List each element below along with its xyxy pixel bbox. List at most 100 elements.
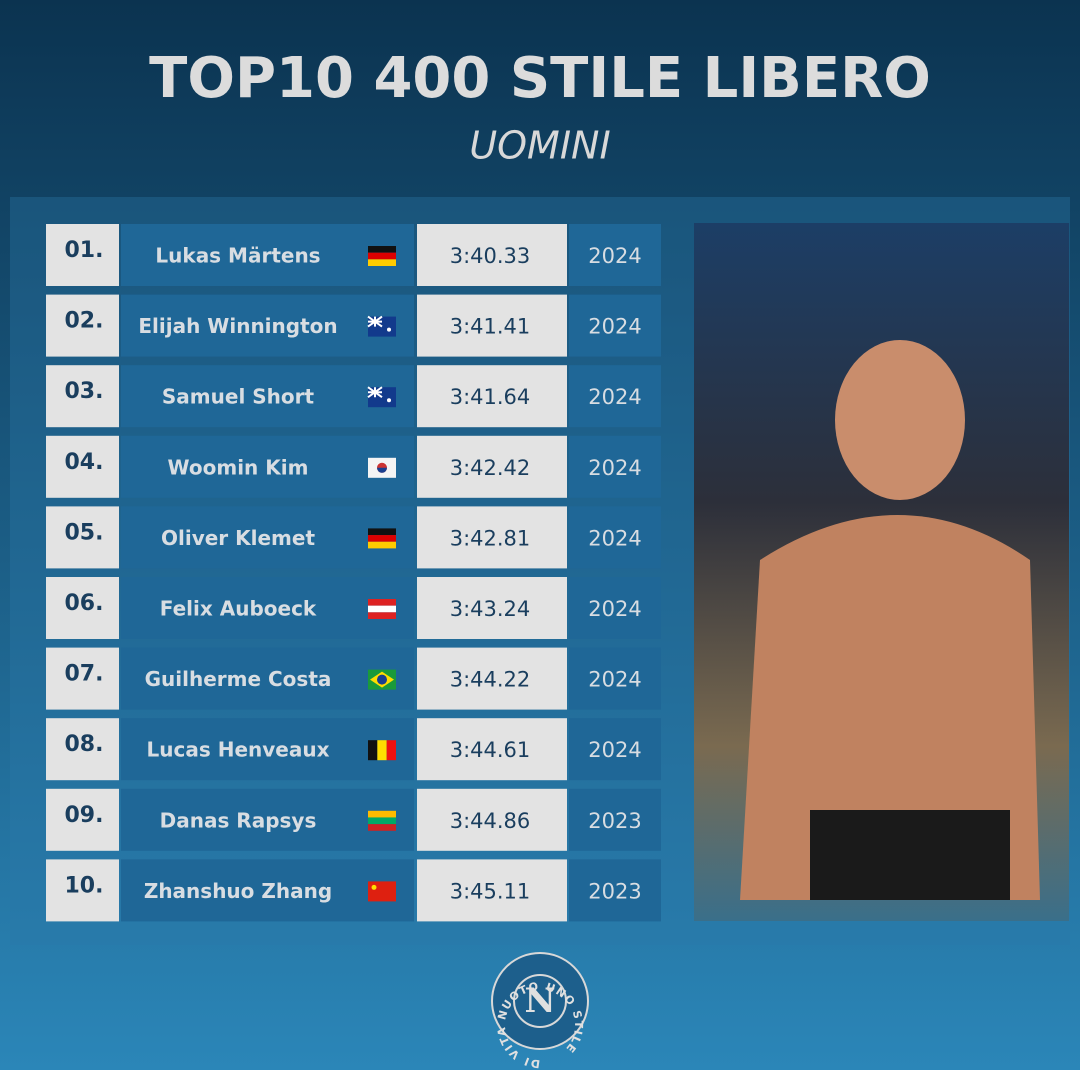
flag-field	[368, 881, 396, 902]
logo: N DI VITA NUOTO UNO STILE	[491, 952, 589, 1070]
flag-stripe	[368, 740, 378, 761]
flag-stripe	[368, 824, 396, 831]
athlete-name: Lukas Märtens	[155, 244, 320, 268]
time: 3:44.61	[450, 738, 531, 762]
rank-cell	[46, 577, 119, 639]
year: 2024	[588, 315, 641, 339]
time-cell	[417, 365, 567, 428]
time: 3:41.41	[450, 315, 531, 339]
title: TOP10 400 STILE LIBERO	[149, 46, 931, 111]
year-cell	[569, 577, 661, 639]
athlete-name: Oliver Klemet	[161, 526, 315, 550]
time: 3:42.42	[450, 456, 531, 480]
athlete-name: Lucas Henveaux	[147, 738, 330, 762]
rank: 09.	[65, 803, 104, 828]
rank-cell	[46, 435, 119, 498]
name-cell	[121, 788, 414, 851]
time: 3:43.24	[450, 597, 531, 621]
flag-stripe	[368, 528, 396, 536]
subtitle: UOMINI	[469, 124, 610, 168]
year: 2024	[588, 456, 641, 480]
rank: 04.	[65, 450, 104, 475]
year: 2023	[588, 879, 641, 903]
flag-stripe	[368, 246, 396, 253]
flag-globe	[377, 674, 387, 685]
name-cell	[121, 718, 414, 781]
flag	[368, 528, 396, 549]
flag-star	[387, 398, 391, 403]
rank: 10.	[65, 873, 104, 898]
rank: 08.	[65, 732, 104, 757]
rank: 05.	[65, 520, 104, 545]
year-cell	[569, 365, 661, 428]
year-cell	[569, 859, 661, 922]
rank: 06.	[65, 591, 104, 616]
rank-cell	[46, 788, 119, 851]
rank-cell	[46, 506, 119, 569]
name-cell	[121, 435, 414, 498]
time-cell	[417, 294, 567, 357]
time: 3:45.11	[450, 879, 531, 903]
flag	[367, 315, 396, 337]
time: 3:44.22	[450, 668, 531, 692]
year: 2024	[588, 597, 641, 621]
flag	[368, 599, 396, 619]
flag	[368, 457, 396, 478]
year: 2024	[588, 244, 641, 268]
time: 3:44.86	[450, 809, 531, 833]
flag	[368, 810, 396, 831]
athlete-name: Samuel Short	[162, 385, 315, 409]
year: 2024	[588, 738, 641, 762]
flag-emblem	[377, 467, 387, 473]
year-cell	[569, 718, 661, 781]
rank: 01.	[65, 238, 104, 263]
flag-stripe	[377, 740, 387, 761]
time: 3:41.64	[450, 385, 531, 409]
photo	[694, 223, 1069, 921]
rank-cell	[46, 647, 119, 710]
year-cell	[569, 506, 661, 569]
flag-stripe	[368, 612, 396, 619]
time-cell	[417, 506, 567, 569]
flag-star	[371, 884, 377, 890]
time-cell	[417, 435, 567, 498]
flag	[367, 386, 396, 408]
year-cell	[569, 435, 661, 498]
flag-stripe	[368, 605, 396, 613]
year-cell	[569, 788, 661, 851]
rank-cell	[46, 224, 119, 286]
time-cell	[417, 224, 567, 286]
rank-cell	[46, 718, 119, 781]
year: 2023	[588, 809, 641, 833]
year-cell	[569, 224, 661, 286]
time-cell	[417, 788, 567, 851]
time-cell	[417, 577, 567, 639]
flag-cross	[367, 315, 383, 328]
name-cell	[121, 577, 414, 639]
name-cell	[121, 365, 414, 428]
flag-cross	[367, 386, 383, 399]
flag-stripe	[386, 740, 396, 761]
time-cell	[417, 718, 567, 781]
name-cell	[121, 294, 414, 357]
time-cell	[417, 647, 567, 710]
logo-letter: N	[524, 981, 555, 1021]
rank: 02.	[65, 309, 104, 334]
year-cell	[569, 647, 661, 710]
athlete-name: Danas Rapsys	[160, 808, 317, 832]
rank: 07.	[65, 662, 104, 687]
time-cell	[417, 859, 567, 922]
flag-stripe	[368, 810, 396, 818]
flag-star	[387, 327, 391, 332]
athlete-name: Guilherme Costa	[145, 667, 332, 691]
name-cell	[121, 506, 414, 569]
flag-stripe	[368, 252, 396, 260]
athlete-name: Woomin Kim	[168, 455, 309, 479]
name-cell	[121, 647, 414, 710]
flag-stripe	[368, 535, 396, 542]
rank-cell	[46, 365, 119, 428]
name-cell	[121, 224, 414, 286]
year: 2024	[588, 526, 641, 550]
flag	[368, 740, 396, 761]
